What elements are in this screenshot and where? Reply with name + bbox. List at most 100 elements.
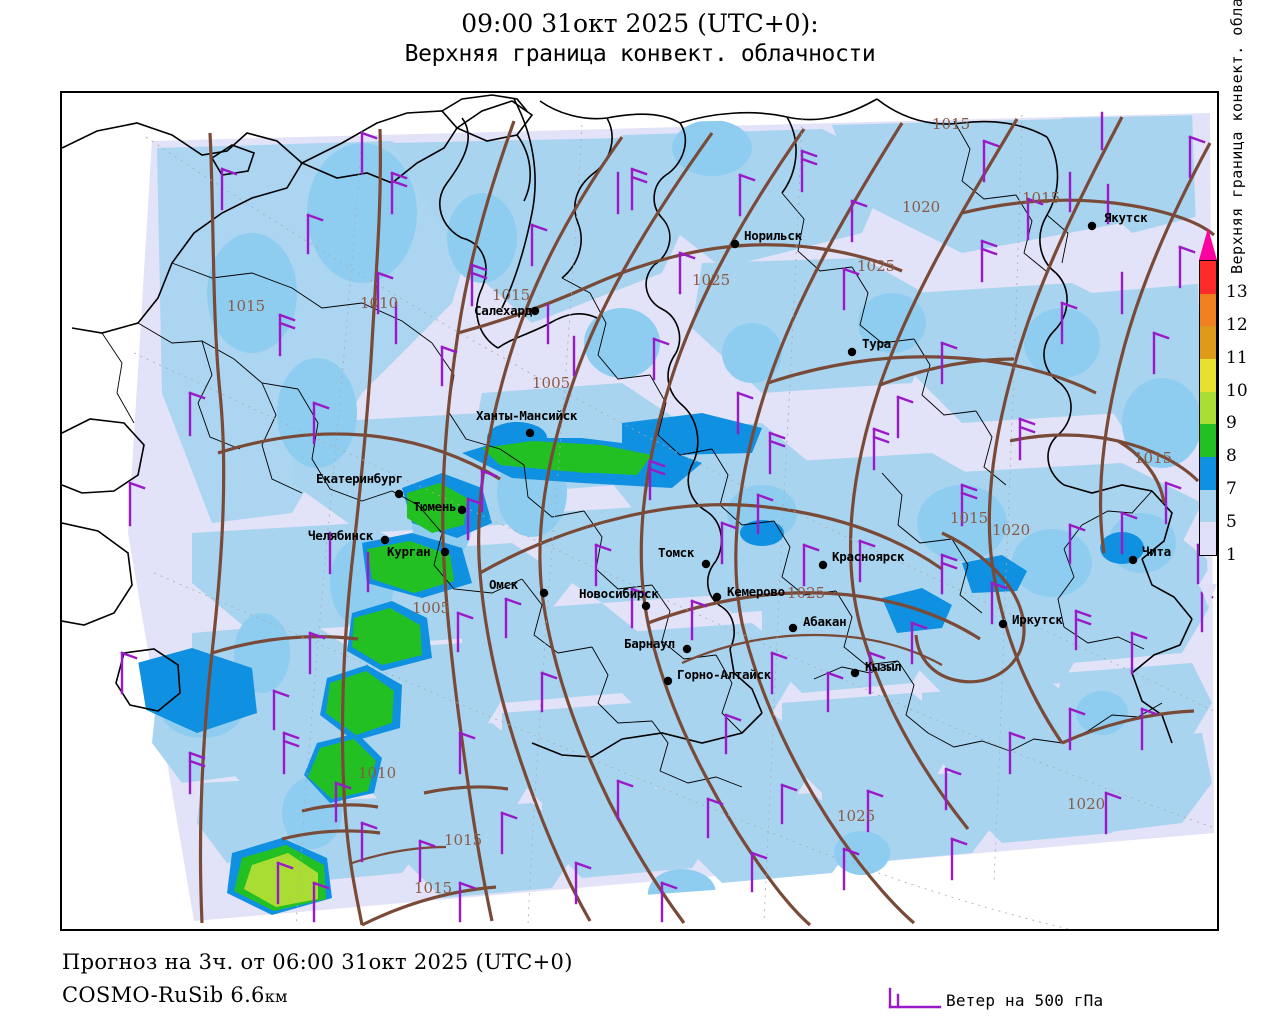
city-label: Кызыл xyxy=(865,659,901,674)
isobar-label: 1015 xyxy=(444,831,482,849)
isobar-label: 1015 xyxy=(932,115,970,133)
colorbar-tick-13: 13 xyxy=(1226,281,1248,302)
colorbar-band-9-10 xyxy=(1200,391,1216,425)
model-info: COSMO-RuSib 6.6км xyxy=(62,983,288,1007)
city-layer: Якутск Норильск Салехард Тура Ханты-Мансийск… xyxy=(308,210,1171,686)
colorbar-tick-8: 8 xyxy=(1226,446,1237,467)
forecast-info: Прогноз на 3ч. от 06:00 31окт 2025 (UTC+… xyxy=(62,950,573,974)
isobar-label: 1015 xyxy=(1022,189,1060,207)
colorbar-band-12-13 xyxy=(1200,293,1216,327)
city-marker xyxy=(1087,221,1097,231)
city-label: Якутск xyxy=(1104,210,1148,225)
colorbar-band-10-11 xyxy=(1200,358,1216,392)
city-label: Тура xyxy=(862,336,891,351)
colorbar-tick-12: 12 xyxy=(1226,314,1248,335)
wind-barb-layer xyxy=(120,111,1214,923)
city-marker xyxy=(525,428,535,438)
city-label: Новосибирск xyxy=(579,586,659,601)
city-label: Чита xyxy=(1142,544,1171,559)
isobar-label: 1020 xyxy=(1067,795,1105,813)
city-marker xyxy=(641,601,651,611)
city-label: Екатеринбург xyxy=(316,471,403,486)
isobar-labels: 1015 101010051015102510251020101510151015… xyxy=(227,115,1172,897)
city-marker xyxy=(847,347,857,357)
isobar-layer xyxy=(198,116,1216,927)
city-marker xyxy=(850,668,860,678)
city-label: Абакан xyxy=(803,614,846,629)
map-frame[interactable]: 1015 1010 1005 1015 1025 1025 1020 1015 1015 1015… xyxy=(60,91,1219,931)
colorbar-tick-7: 7 xyxy=(1226,479,1237,500)
city-marker xyxy=(394,489,404,499)
city-label: Тюмень xyxy=(413,499,456,514)
colorbar-arrow-bottom xyxy=(1199,584,1217,606)
isobar-label: 1015 xyxy=(492,286,530,304)
colorbar-body xyxy=(1199,260,1217,556)
wind-legend-label: Ветер на 500 гПа xyxy=(946,991,1104,1010)
colorbar-tick-1: 1 xyxy=(1226,545,1237,565)
city-label: Горно-Алтайск xyxy=(677,667,772,682)
isobar-label: 1025 xyxy=(787,584,825,602)
colorbar-band-1-5 xyxy=(1200,522,1216,555)
city-marker xyxy=(998,619,1008,629)
wind-legend: Ветер на 500 гПа xyxy=(878,985,1178,1019)
isobar-label: 1025 xyxy=(837,807,875,825)
coastline-layer xyxy=(62,94,1193,758)
isobar-label: 1005 xyxy=(412,599,450,617)
colorbar-tick-10: 10 xyxy=(1226,380,1248,401)
colorbar-tick-9: 9 xyxy=(1226,413,1237,434)
map-canvas[interactable]: 1015 101010051015102510251020101510151015… xyxy=(62,93,1217,929)
colorbar-band-7-8 xyxy=(1200,456,1216,490)
isobar-label: 1020 xyxy=(992,521,1030,539)
colorbar-tick-5: 5 xyxy=(1226,512,1237,533)
isobar-label: 1025 xyxy=(857,257,895,275)
city-marker xyxy=(701,559,711,569)
city-label: Ханты-Мансийск xyxy=(476,408,578,423)
isobar-label: 1010 xyxy=(358,764,396,782)
colorbar-arrow-top xyxy=(1199,228,1217,260)
city-marker xyxy=(712,592,722,602)
city-marker xyxy=(380,535,390,545)
city-label: Красноярск xyxy=(832,549,905,564)
isobar-label: 1005 xyxy=(532,374,570,392)
model-resolution-unit: км xyxy=(264,987,288,1006)
city-label: Челябинск xyxy=(308,528,374,543)
city-label: Курган xyxy=(387,544,430,559)
city-marker xyxy=(457,505,467,515)
city-label: Иркутск xyxy=(1012,612,1063,627)
city-marker xyxy=(788,623,798,633)
city-marker xyxy=(818,560,828,570)
isobar-label: 1015 xyxy=(414,879,452,897)
colorbar-axis-label: Верхняя граница конвект. облачности, км xyxy=(1228,0,1246,274)
isobar-label: 1025 xyxy=(692,271,730,289)
city-marker xyxy=(440,547,450,557)
colorbar-band-5-7 xyxy=(1200,489,1216,523)
isobar-label: 1010 xyxy=(360,294,398,312)
city-marker xyxy=(730,239,740,249)
wind-barb-legend-icon xyxy=(888,987,942,1009)
cloud-top-field xyxy=(128,113,1214,921)
isobar-label: 1015 xyxy=(227,297,265,315)
colorbar[interactable]: 13 12 11 10 9 8 7 5 1 xyxy=(1196,228,1248,606)
city-label: Салехард xyxy=(474,303,533,318)
isobar-label: 1015 xyxy=(1134,449,1172,467)
isobar-label: 1020 xyxy=(902,198,940,216)
city-label: Томск xyxy=(658,545,695,560)
title-parameter: Верхняя граница конвект. облачности xyxy=(404,41,876,67)
city-label: Омск xyxy=(489,577,519,592)
isobar-label: 1015 xyxy=(950,509,988,527)
model-name: COSMO-RuSib 6.6 xyxy=(62,983,265,1007)
colorbar-band-13- xyxy=(1200,261,1216,294)
colorbar-ticks: 13 12 11 10 9 8 7 5 1 xyxy=(1222,260,1262,563)
city-marker xyxy=(1128,555,1138,565)
page-title: 09:00 31окт 2025 (UTC+0): Верхняя границ… xyxy=(0,8,1280,70)
colorbar-band-8-9 xyxy=(1200,424,1216,457)
city-marker xyxy=(539,588,549,598)
city-label: Кемерово xyxy=(727,584,785,599)
colorbar-tick-11: 11 xyxy=(1226,347,1248,368)
city-marker xyxy=(530,306,540,316)
city-marker xyxy=(682,644,692,654)
city-marker xyxy=(663,676,673,686)
city-label: Барнаул xyxy=(624,636,675,651)
colorbar-band-11-12 xyxy=(1200,326,1216,359)
